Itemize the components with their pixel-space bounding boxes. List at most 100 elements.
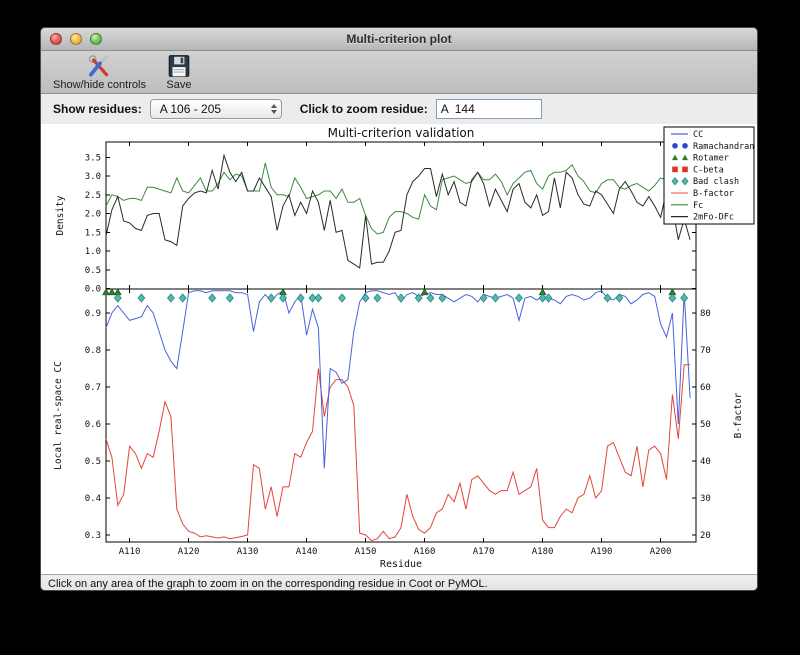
cc-axis-label: Local real-space CC [53, 361, 64, 470]
bfactor-tick-label: 30 [700, 494, 711, 504]
cc-tick-label: 0.4 [85, 494, 101, 504]
show-residues-label: Show residues: [53, 102, 142, 116]
bad-clash-marker [426, 293, 435, 303]
x-tick-label: A180 [532, 547, 554, 557]
bad-clash-marker [208, 293, 217, 303]
plot-figure[interactable]: A110 A120 A130 A140 A150 A160 A170 A180 A190 A200… [41, 124, 757, 574]
density-tick-label: 0.0 [85, 285, 101, 295]
save-button[interactable]: Save [166, 53, 192, 91]
outlier-markers [102, 288, 689, 303]
bad-clash-marker [267, 293, 276, 303]
bfactor-line [105, 364, 691, 542]
zoom-button[interactable] [90, 33, 102, 45]
density-axis-label: Density [55, 195, 66, 235]
twomfo-dfc-line [105, 153, 691, 269]
traffic-lights [50, 33, 102, 45]
bad-clash-marker [397, 293, 405, 303]
fc-line [105, 162, 691, 235]
residue-range-value: A 106 - 205 [159, 102, 222, 116]
x-tick-label: A160 [414, 547, 436, 557]
density-tick-label: 3.0 [85, 172, 101, 182]
cc-tick-label: 0.8 [85, 346, 101, 356]
bad-clash-marker [515, 293, 523, 303]
bad-clash-marker [308, 293, 317, 303]
controls-row: Show residues: A 106 - 205 Click to zoom… [41, 94, 757, 124]
chart-title: Multi-criterion validation [328, 126, 475, 140]
x-tick-label: A130 [237, 547, 259, 557]
legend-label: Bad clash [693, 177, 739, 187]
legend-entry: C-beta [672, 165, 724, 175]
x-tick-label: A120 [178, 547, 200, 557]
x-tick-label: A190 [591, 547, 613, 557]
legend-entry: Rotamer [672, 154, 729, 164]
status-message: Click on any area of the graph to zoom i… [48, 578, 488, 590]
show-hide-controls-button[interactable]: Show/hide controls [53, 53, 146, 91]
bad-clash-marker [361, 293, 370, 303]
legend-label: B-factor [693, 189, 734, 199]
bfactor-tick-label: 80 [700, 309, 711, 319]
title-bar: Multi-criterion plot [41, 28, 757, 51]
bad-clash-marker [538, 293, 547, 303]
residue-range-select[interactable]: A 106 - 205 [149, 99, 282, 119]
cc-tick-label: 0.6 [85, 420, 101, 430]
legend-entry: B-factor [671, 189, 734, 199]
status-bar: Click on any area of the graph to zoom i… [41, 574, 757, 590]
bfactor-tick-label: 50 [700, 420, 711, 430]
x-tick-label: A110 [119, 547, 141, 557]
bad-clash-marker [615, 293, 624, 303]
top-plot-frame [105, 141, 697, 290]
save-icon [168, 55, 190, 77]
bad-clash-marker [544, 293, 553, 303]
bad-clash-marker [178, 293, 187, 303]
bfactor-tick-label: 60 [700, 383, 711, 393]
legend-label: Rotamer [693, 154, 729, 164]
bad-clash-marker [314, 293, 323, 303]
bfactor-tick-label: 20 [700, 531, 711, 541]
x-tick-label: A150 [355, 547, 377, 557]
axis-ticks [106, 142, 696, 542]
density-tick-label: 2.0 [85, 210, 101, 220]
density-tick-label: 2.5 [85, 191, 101, 201]
x-tick-label: A170 [473, 547, 495, 557]
density-tick-label: 1.0 [85, 247, 101, 257]
bad-clash-marker [113, 293, 122, 303]
multi-criterion-plot[interactable]: A110 A120 A130 A140 A150 A160 A170 A180 A190 A200… [41, 124, 758, 574]
legend-entry: 2mFo-DFc [671, 213, 734, 223]
rotamer-marker [420, 288, 429, 296]
bad-clash-marker [225, 293, 234, 303]
bad-clash-marker [296, 293, 305, 303]
close-button[interactable] [50, 33, 62, 45]
bottom-plot-frame [105, 288, 697, 543]
legend-entry: Fc [671, 201, 703, 211]
bad-clash-marker [603, 293, 612, 303]
x-axis-label: Residue [380, 559, 422, 570]
legend-label: Ramachandran [693, 142, 754, 152]
bad-clash-marker [338, 293, 346, 303]
bad-clash-marker [373, 293, 382, 303]
app-window: Multi-criterion plot Show/hide controls [40, 27, 758, 591]
toolbar: Show/hide controls Save [41, 51, 757, 94]
bad-clash-marker [414, 293, 423, 303]
bfactor-tick-label: 40 [700, 457, 711, 467]
zoom-residue-input[interactable] [435, 99, 542, 119]
legend-label: Fc [693, 201, 703, 211]
legend-entry: Bad clash [671, 177, 739, 187]
legend-label: C-beta [693, 165, 724, 175]
density-tick-label: 0.5 [85, 266, 101, 276]
legend-label: 2mFo-DFc [693, 213, 734, 223]
rotamer-marker [107, 288, 116, 296]
stepper-arrows-icon [270, 104, 277, 114]
minimize-button[interactable] [70, 33, 82, 45]
bad-clash-marker [491, 293, 500, 303]
x-tick-label: A140 [296, 547, 318, 557]
bad-clash-marker [166, 293, 175, 303]
bad-clash-marker [668, 293, 677, 303]
cc-tick-label: 0.5 [85, 457, 101, 467]
bad-clash-marker [680, 293, 689, 303]
show-hide-controls-label: Show/hide controls [53, 79, 146, 91]
legend-entry: CC [671, 130, 703, 140]
legend-label: CC [693, 130, 703, 140]
legend-entry: Ramachandran [672, 142, 754, 152]
rotamer-marker [102, 288, 110, 296]
density-tick-label: 3.5 [85, 153, 101, 163]
